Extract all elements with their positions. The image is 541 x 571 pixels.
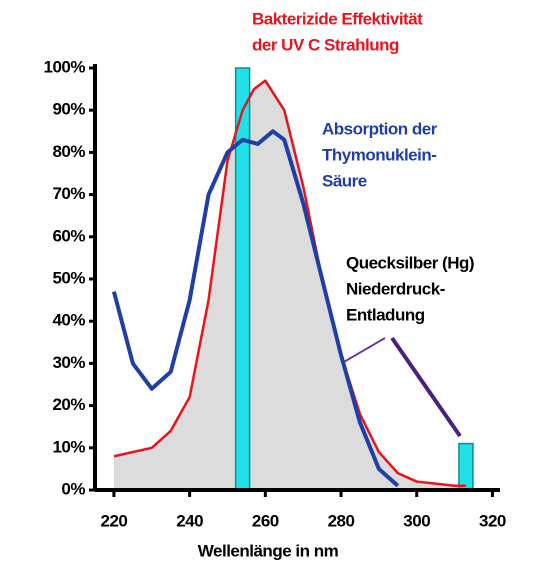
- legend-label: Säure: [322, 171, 367, 190]
- y-tick-label: 50%: [52, 268, 85, 287]
- legend-label: Entladung: [346, 305, 425, 324]
- legend-label: Absorption der: [322, 119, 438, 138]
- pointer-line: [390, 336, 462, 438]
- x-tick-label: 240: [176, 511, 203, 530]
- legend-label: Quecksilber (Hg): [346, 253, 474, 272]
- legend-label: Thymonuklein-: [322, 145, 436, 164]
- x-tick-label: 260: [252, 511, 279, 530]
- x-axis-label: Wellenlänge in nm: [198, 541, 339, 560]
- y-tick-label: 70%: [52, 184, 85, 203]
- y-tick-label: 60%: [52, 226, 85, 245]
- bar: [234, 67, 251, 491]
- y-tick-label: 80%: [52, 142, 85, 161]
- x-tick-label: 300: [403, 511, 430, 530]
- y-tick-label: 20%: [52, 395, 85, 414]
- y-tick-label: 100%: [44, 57, 86, 76]
- y-tick-label: 40%: [52, 311, 85, 330]
- legend-label: der UV C Strahlung: [252, 35, 399, 54]
- line: [111, 129, 400, 488]
- y-tick-label: 10%: [52, 437, 85, 456]
- area-fill: [113, 80, 466, 490]
- line: [113, 79, 466, 488]
- legend-label: Niederdruck-: [346, 279, 445, 298]
- y-tick-label: 0%: [61, 479, 85, 498]
- y-tick-label: 30%: [52, 353, 85, 372]
- legend-label: Bakterizide Effektivität: [252, 9, 423, 28]
- x-tick-label: 220: [100, 511, 127, 530]
- bar: [458, 442, 474, 491]
- x-tick-label: 280: [328, 511, 355, 530]
- x-tick-label: 320: [479, 511, 506, 530]
- y-tick-label: 90%: [52, 100, 85, 119]
